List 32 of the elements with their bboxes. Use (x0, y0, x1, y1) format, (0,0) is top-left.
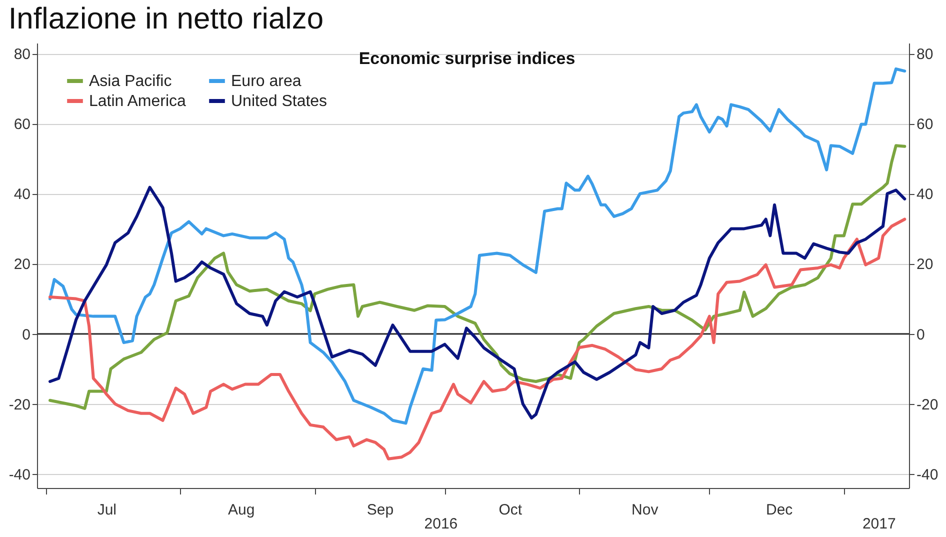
x-tick-label: Oct (498, 502, 523, 518)
y2-tick-label: 40 (916, 186, 934, 204)
legend-label: Latin America (89, 93, 186, 110)
legend-label: Asia Pacific (89, 73, 172, 90)
y2-tick-label: 20 (916, 256, 934, 274)
x-tick-label: Sep (366, 502, 394, 518)
y-tick-label: 80 (14, 46, 30, 64)
y-tick-label: 40 (14, 186, 30, 204)
line-series (48, 67, 906, 425)
y2-tick-label: 60 (916, 116, 934, 134)
y-tick-label: -20 (8, 396, 30, 414)
y-tick-label: 60 (14, 116, 30, 134)
legend-label: Euro area (231, 73, 302, 90)
y2-tick-label: -20 (916, 396, 938, 414)
legend-label: United States (231, 93, 328, 110)
y2-tick-label: 80 (916, 46, 934, 64)
y2-tick-label: -40 (916, 466, 938, 484)
x2-tick-label: 2017 (862, 516, 896, 532)
y2-tick-label: 0 (916, 326, 925, 344)
x-tick-label: Jul (97, 502, 117, 518)
x-tick-label: Nov (632, 502, 659, 518)
y-tick-label: 0 (22, 326, 30, 344)
x-tick-label: Aug (228, 502, 255, 518)
line-series (48, 218, 906, 460)
y-tick-label: 20 (14, 256, 30, 274)
chart-subtitle: Economic surprise indices (358, 49, 576, 68)
chart-title: Inflazione in netto rialzo (8, 2, 324, 36)
line-series (48, 144, 906, 410)
x-tick-label: Dec (766, 502, 794, 518)
line-series (48, 186, 906, 420)
x2-tick-label: 2016 (424, 516, 458, 532)
y-tick-label: -40 (8, 466, 30, 484)
